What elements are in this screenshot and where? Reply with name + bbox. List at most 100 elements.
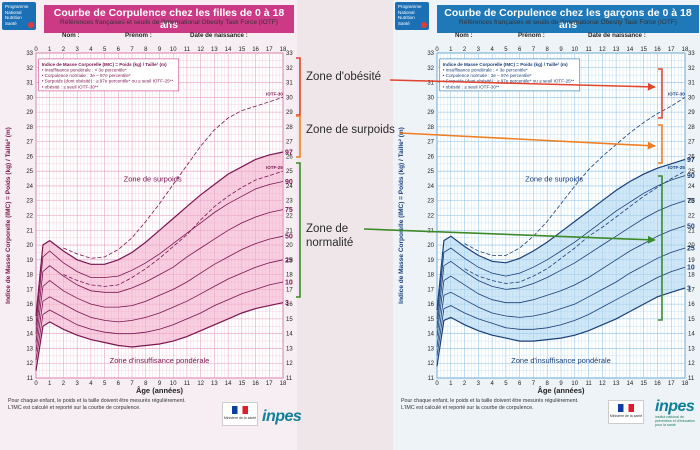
y-tick-right: 18 [688,273,695,279]
y-tick-left: 18 [427,273,434,279]
x-tick-bottom: 14 [225,381,232,387]
series-line-25 [436,247,686,348]
series-line-10 [436,266,686,356]
y-tick-left: 32 [427,66,434,72]
x-tick-bottom: 1 [449,381,453,387]
x-axis-label: Âge (années) [537,386,585,395]
zone-label-insuffisance: Zone d'insuffisance pondérale [110,356,210,365]
x-tick-bottom: 7 [130,381,134,387]
annotation-normalite-line2: normalité [306,237,354,249]
series-line-75 [436,200,686,328]
girls-bmi-chart: 3102550759097IOTF-25IOTF-300011223344556… [5,47,293,395]
y-tick-right: 15 [688,317,695,323]
y-tick-right: 11 [688,376,695,382]
inpes-logo: inpes [655,398,695,415]
boys-footnote-2: L'IMC est calculé et reporté sur la cour… [401,405,534,411]
girls-footnote-1: Pour chaque enfant, le poids et la taill… [8,398,186,404]
y-tick-left: 26 [427,154,434,160]
boys-bracket-surpoids [658,124,663,164]
ministry-logo: Ministère de la santé [608,400,644,424]
y-tick-right: 27 [286,140,293,146]
x-tick-bottom: 12 [599,381,606,387]
french-flag-icon [618,404,634,412]
x-tick-top: 15 [238,47,245,53]
y-tick-left: 14 [26,332,33,338]
series-line-50 [35,235,284,343]
girls-chart-title: Courbe de Corpulence chez les filles de … [44,5,294,33]
series-label-97: 97 [285,149,293,156]
series-line-90 [35,181,284,325]
y-tick-right: 16 [286,302,293,308]
ministry-label: Ministère de la santé [609,414,643,418]
y-tick-left: 24 [427,184,434,190]
y-tick-left: 21 [26,228,33,234]
y-tick-right: 22 [688,214,695,220]
x-tick-bottom: 13 [613,381,620,387]
zone-label-surpoids: Zone de surpoids [525,175,583,184]
y-tick-right: 33 [286,51,293,57]
y-tick-left: 23 [427,199,434,205]
x-tick-top: 18 [682,47,689,53]
x-tick-top: 2 [62,47,66,53]
series-label-10: 10 [687,265,695,272]
x-tick-top: 6 [518,47,522,53]
x-tick-top: 1 [449,47,453,53]
x-tick-top: 1 [48,47,52,53]
y-tick-right: 29 [286,110,293,116]
y-tick-right: 21 [286,228,293,234]
x-tick-top: 0 [34,47,38,53]
series-line-25 [35,259,284,352]
legend-line: • Surpoids (dont obésité) : ≥ 97e percen… [42,79,174,84]
y-tick-right: 19 [688,258,695,264]
y-tick-left: 14 [427,332,434,338]
series-label-iotf-25: IOTF-25 [266,165,283,170]
y-tick-left: 12 [26,361,33,367]
x-tick-top: 14 [225,47,232,53]
legend-line: • Insuffisance pondérale : < 3e percenti… [443,68,528,73]
x-tick-bottom: 11 [585,381,592,387]
boys-bracket-obesite [658,68,663,119]
y-tick-right: 23 [688,199,695,205]
pnns-badge: Programme National Nutrition Santé [395,2,429,30]
series-label-25: 25 [285,257,293,264]
legend-line: • obésité : ≥ seuil IOTF-30** [443,84,500,89]
x-tick-bottom: 16 [252,381,259,387]
girls-field-prenom: Prénom : [125,32,152,39]
y-tick-left: 22 [427,214,434,220]
x-tick-bottom: 9 [158,381,162,387]
y-tick-left: 13 [427,346,434,352]
legend-line: Indice de Masse Corporelle (IMC) = Poids… [443,62,568,67]
y-tick-right: 13 [688,346,695,352]
x-tick-top: 7 [130,47,134,53]
x-tick-top: 10 [170,47,177,53]
x-tick-bottom: 5 [103,381,107,387]
y-tick-right: 24 [688,184,695,190]
x-tick-bottom: 9 [559,381,563,387]
pnns-badge: Programme National Nutrition Santé [2,2,36,30]
y-tick-left: 19 [26,258,33,264]
x-tick-bottom: 17 [668,381,675,387]
annotation-surpoids: Zone de surpoids [306,124,395,136]
pnns-logo-icon [28,22,34,28]
x-tick-bottom: 11 [184,381,191,387]
y-tick-right: 18 [286,273,293,279]
y-tick-right: 29 [688,110,695,116]
y-tick-left: 31 [427,81,434,87]
x-tick-bottom: 2 [463,381,467,387]
pnns-badge-text: Programme National Nutrition Santé [398,4,422,26]
x-tick-bottom: 16 [654,381,661,387]
series-line-3 [436,287,686,367]
series-label-iotf-30: IOTF-30 [668,91,685,96]
x-tick-bottom: 13 [211,381,218,387]
y-axis-label: Indice de Masse Corporelle (IMC) = Poids… [398,127,405,304]
x-tick-top: 3 [477,47,481,53]
y-tick-left: 19 [427,258,434,264]
legend-line: • Corpulence normale : 3e – 97e percenti… [443,73,532,78]
x-tick-top: 11 [585,47,592,53]
y-tick-right: 24 [286,184,293,190]
y-tick-right: 26 [286,154,293,160]
x-tick-top: 16 [654,47,661,53]
x-tick-bottom: 10 [571,381,578,387]
pnns-logo-icon [421,22,427,28]
